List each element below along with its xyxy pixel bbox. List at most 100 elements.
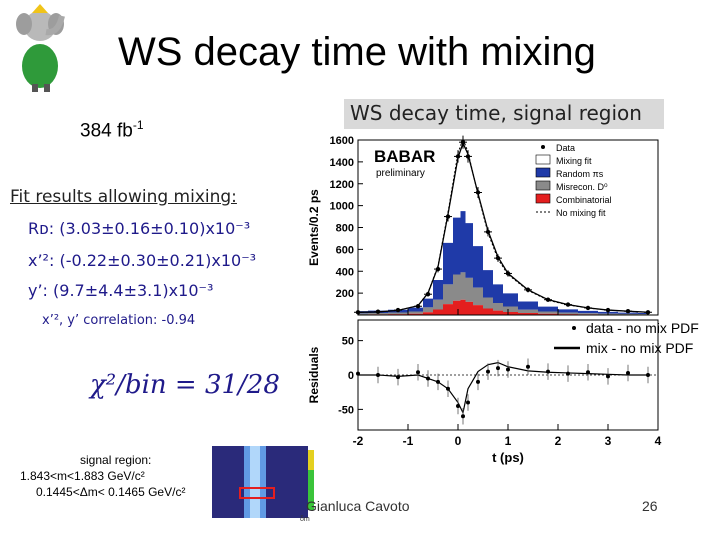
residual-point bbox=[506, 367, 510, 372]
data-point bbox=[455, 154, 461, 159]
residual-point bbox=[586, 370, 590, 375]
y-tick-label-top: 800 bbox=[336, 223, 354, 235]
residual-point bbox=[376, 373, 380, 377]
x-tick-label: 1 bbox=[505, 434, 512, 448]
residual-mix-line bbox=[358, 362, 648, 415]
babar-elephant-icon bbox=[16, 4, 65, 92]
data-point bbox=[545, 297, 551, 302]
y-axis-label-top: Events/0.2 ps bbox=[308, 189, 321, 266]
legend-swatch bbox=[535, 154, 551, 165]
signal-region-box: signal region: 1.843<m<1.883 GeV/c² 0.14… bbox=[10, 452, 200, 500]
page-number: 26 bbox=[642, 498, 658, 514]
y-tick-label-bottom: 50 bbox=[342, 336, 354, 348]
legend-label: Mixing fit bbox=[556, 156, 592, 166]
chi2-per-bin: χ²/bin = 31/28 bbox=[90, 370, 280, 400]
residual-point bbox=[646, 373, 650, 377]
signal-region-mass: 1.843<m<1.883 GeV/c² bbox=[20, 469, 145, 483]
data-point bbox=[565, 302, 571, 307]
residuals-panel bbox=[356, 358, 658, 425]
residual-point bbox=[456, 403, 460, 408]
decay-time-chart: 200 400 600 800 1000 1200 1400 1600 -50 0 50 -2 -1 0 1… bbox=[308, 135, 699, 465]
residual-point bbox=[486, 369, 490, 374]
x-tick-label: -2 bbox=[353, 434, 364, 448]
residual-point bbox=[526, 364, 530, 369]
slide-title: WS decay time with mixing bbox=[118, 30, 596, 74]
residual-point bbox=[396, 375, 400, 380]
fit-results-header: Fit results allowing mixing: bbox=[10, 187, 237, 207]
random-pi-background bbox=[358, 211, 648, 315]
data-point bbox=[415, 304, 421, 309]
residual-point bbox=[466, 400, 470, 405]
signal-region-dm: 0.1445<Δm< 0.1465 GeV/c² bbox=[36, 485, 186, 499]
residual-point bbox=[496, 366, 500, 371]
thumbnail-scale-label: δm bbox=[300, 516, 310, 522]
luminosity-label: 384 fb-1 bbox=[80, 118, 144, 142]
x-tick-label: 2 bbox=[555, 434, 562, 448]
residual-point bbox=[446, 386, 450, 391]
chart-title: WS decay time, signal region bbox=[350, 101, 642, 125]
legend-swatch-data bbox=[541, 145, 545, 149]
legend-swatch bbox=[535, 167, 551, 178]
fit-correlation: x’², y’ correlation: -0.94 bbox=[42, 313, 196, 328]
y-tick-label-top: 200 bbox=[336, 288, 354, 300]
data-point bbox=[645, 310, 651, 315]
luminosity-exponent: -1 bbox=[132, 118, 144, 132]
legend-residual-data-label: data - no mix PDF bbox=[586, 320, 699, 336]
legend-label: Random πs bbox=[556, 169, 604, 179]
data-point bbox=[585, 305, 591, 311]
legend-swatch bbox=[535, 193, 551, 204]
legend-residual-data-swatch bbox=[572, 326, 576, 330]
y-tick-label-top: 1000 bbox=[330, 201, 354, 213]
fit-rd: Rᴅ: (3.03±0.16±0.10)x10⁻³ bbox=[28, 219, 251, 238]
y-tick-label-top: 600 bbox=[336, 244, 354, 256]
data-point bbox=[525, 287, 531, 293]
footer-author: Gianluca Cavoto bbox=[306, 498, 410, 514]
x-tick-label: 0 bbox=[455, 434, 462, 448]
data-point bbox=[625, 308, 631, 314]
top-plot-frame bbox=[357, 139, 659, 316]
legend-label: Misrecon. D⁰ bbox=[556, 182, 608, 192]
experiment-note: preliminary bbox=[376, 168, 425, 179]
signal-region-thumbnail: δm bbox=[200, 444, 320, 522]
residual-point bbox=[426, 376, 430, 381]
data-point bbox=[460, 139, 466, 145]
residual-point bbox=[416, 370, 420, 375]
residual-point bbox=[546, 369, 550, 374]
x-tick-label: 3 bbox=[605, 434, 612, 448]
luminosity-value: 384 fb bbox=[80, 120, 133, 142]
data-point bbox=[465, 154, 471, 159]
y-axis-label-bottom: Residuals bbox=[308, 346, 321, 403]
data-point bbox=[475, 190, 481, 195]
residual-point bbox=[436, 379, 440, 384]
data-point bbox=[395, 307, 401, 313]
y-tick-label-top: 1600 bbox=[330, 135, 354, 147]
data-point bbox=[425, 292, 431, 297]
legend: Data Mixing fit Random πs Misrecon. D⁰ Combi… bbox=[535, 143, 699, 356]
legend-label: Data bbox=[556, 143, 575, 153]
combinatorial-background bbox=[358, 299, 648, 315]
axes: 200 400 600 800 1000 1200 1400 1600 -50 0 50 -2 -1 0 1… bbox=[308, 135, 662, 465]
residual-point bbox=[476, 379, 480, 384]
data-point bbox=[375, 309, 381, 314]
misrecon-d0-background bbox=[358, 272, 648, 315]
data-point bbox=[445, 214, 451, 219]
fit-y: y’: (9.7±4.4±3.1)x10⁻³ bbox=[28, 281, 214, 300]
top-panel bbox=[354, 135, 652, 315]
residual-point bbox=[626, 370, 630, 375]
data-point bbox=[485, 229, 491, 235]
residual-point bbox=[566, 371, 570, 376]
y-tick-label-top: 1400 bbox=[330, 157, 354, 169]
data-point bbox=[505, 271, 511, 276]
x-axis-label: t (ps) bbox=[492, 450, 524, 465]
thumbnail-signal-box bbox=[239, 487, 275, 499]
experiment-label: BABAR bbox=[374, 147, 435, 166]
signal-region-title: signal region: bbox=[80, 453, 152, 467]
residual-point bbox=[606, 374, 610, 379]
x-tick-label: -1 bbox=[403, 434, 414, 448]
chart-title-band bbox=[344, 99, 664, 129]
y-tick-label-bottom: -50 bbox=[338, 404, 354, 416]
data-point bbox=[495, 255, 501, 261]
legend-label: Combinatorial bbox=[556, 195, 612, 205]
fit-x2: x’²: (-0.22±0.30±0.21)x10⁻³ bbox=[28, 251, 257, 270]
y-tick-label-top: 400 bbox=[336, 266, 354, 278]
